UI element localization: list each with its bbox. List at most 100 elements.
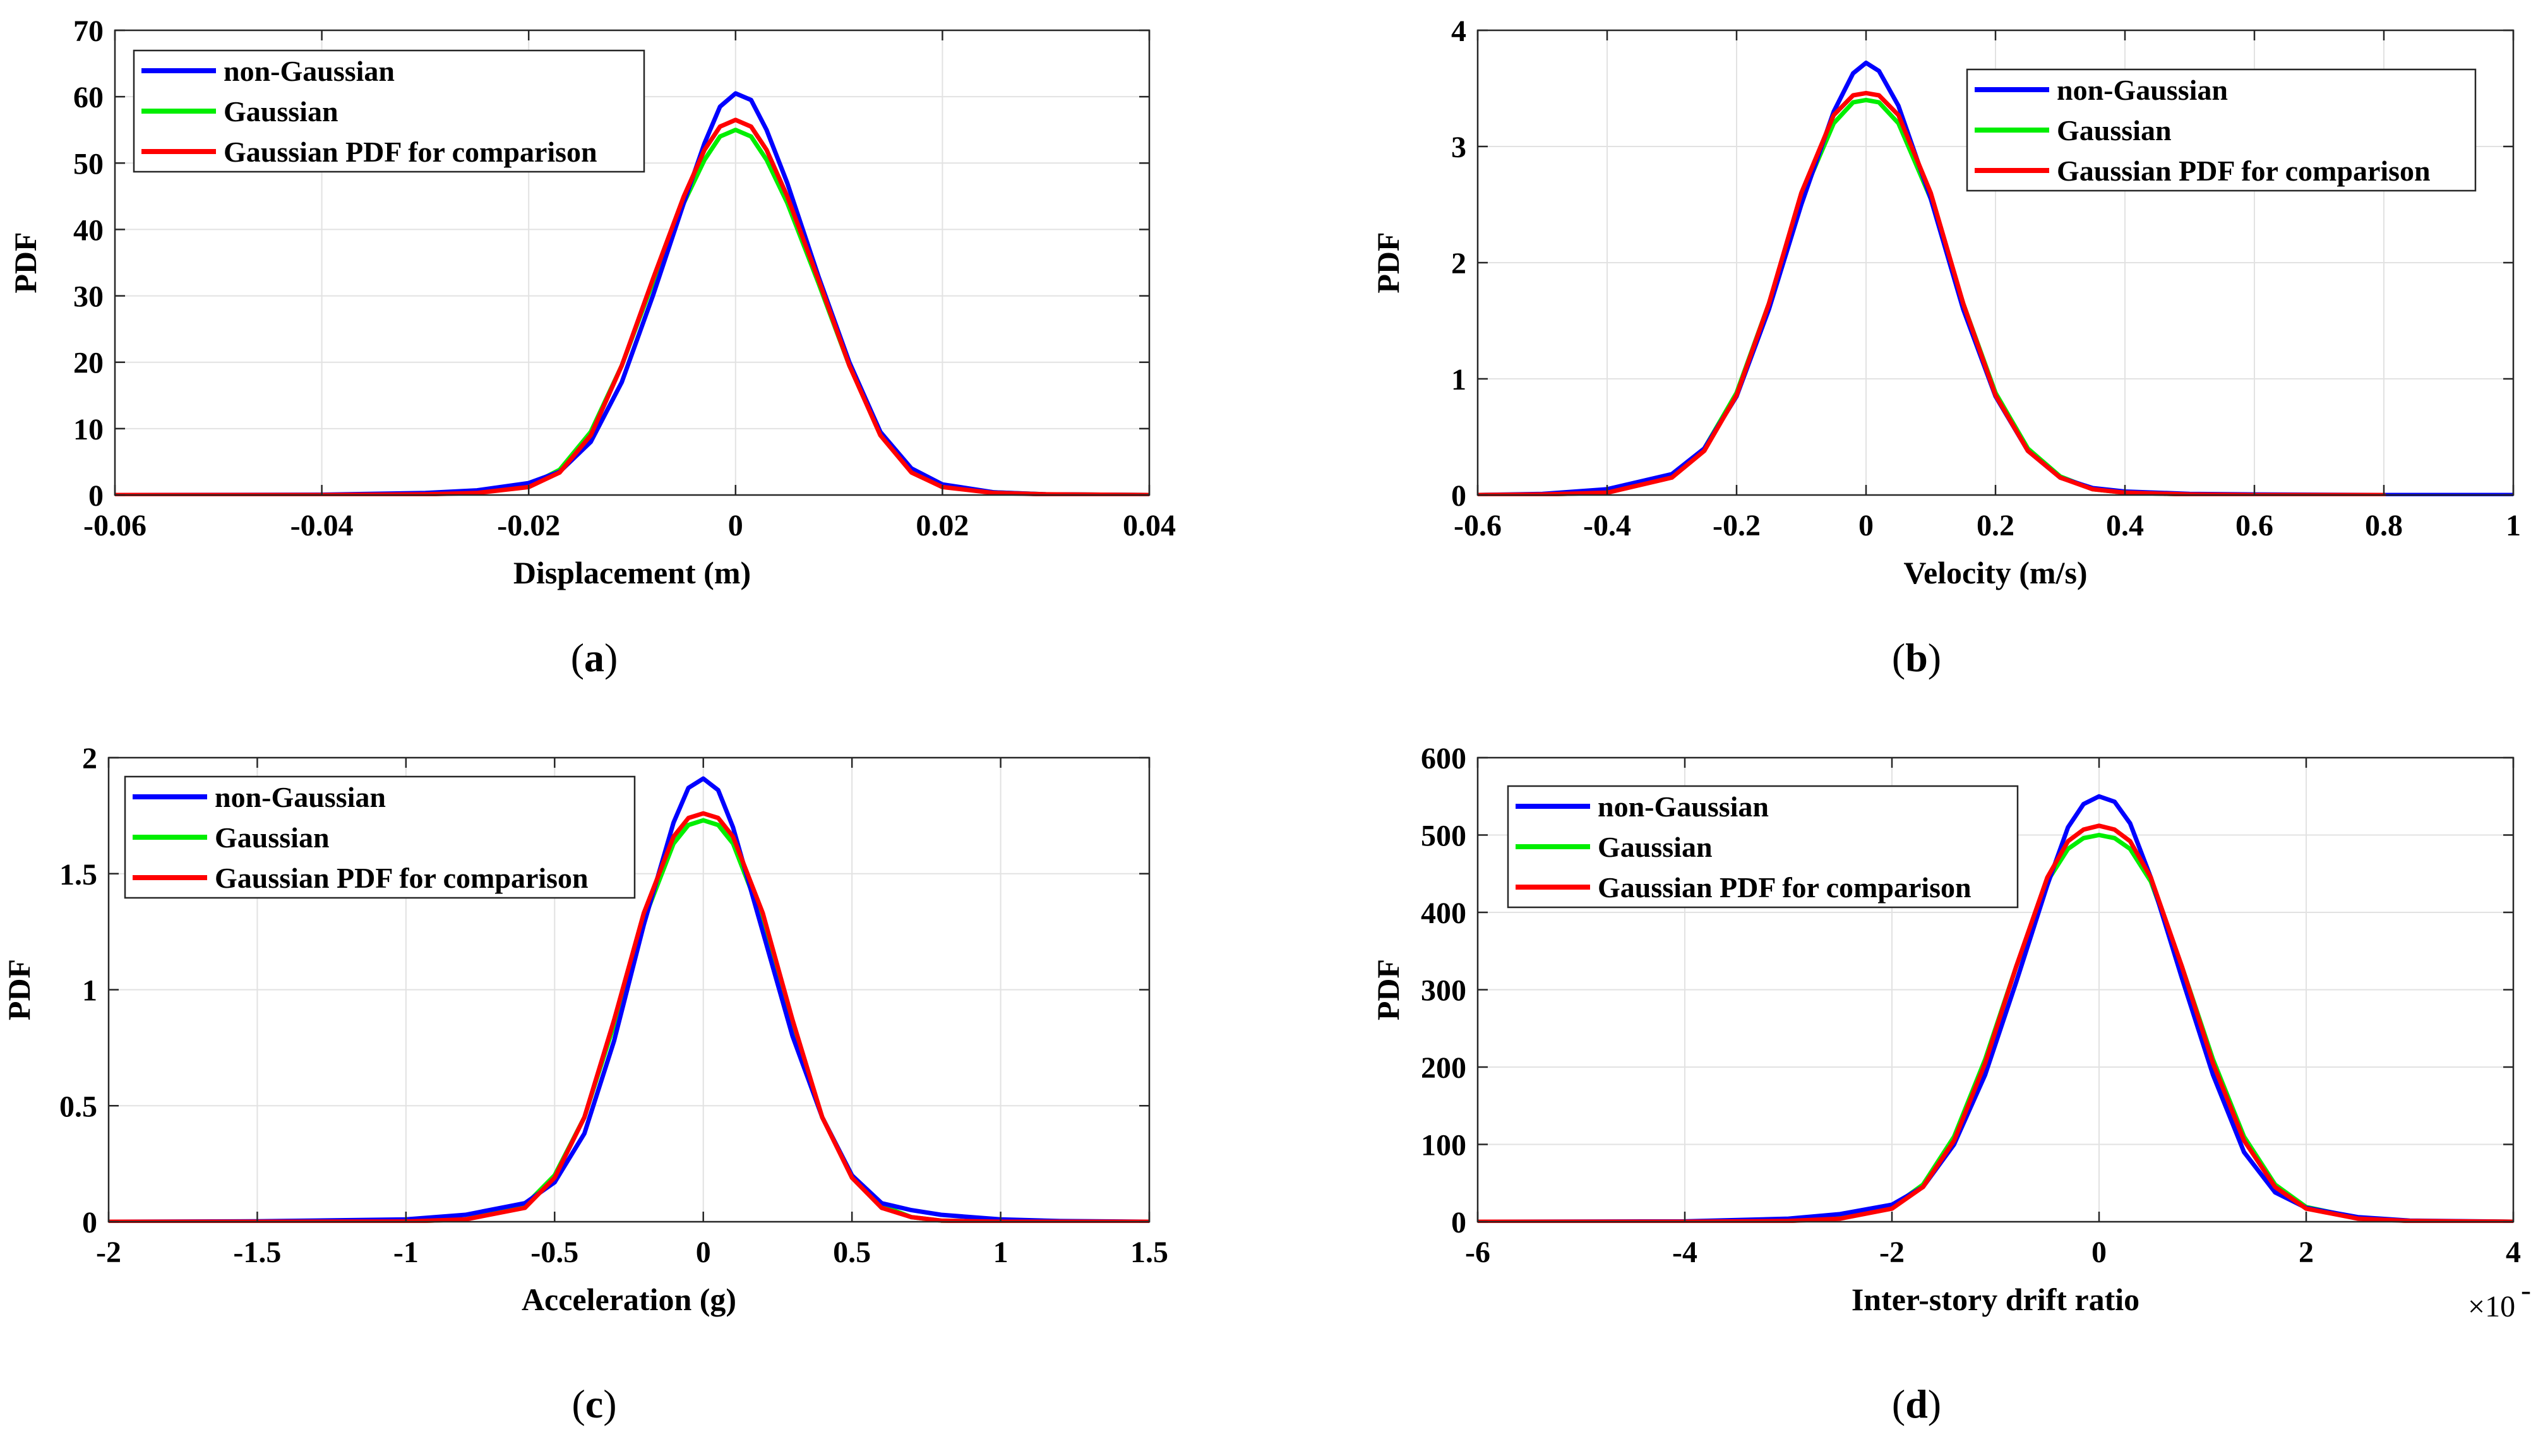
chart-d: -6 -4 -2 0 2 4 0 100 200 300 400 500 600 Inter-story … [1370, 742, 2531, 1426]
y-axis-label: PDF [8, 232, 43, 293]
y-tick-label: 600 [1421, 742, 1466, 775]
x-tick-label: 0 [696, 1236, 711, 1269]
y-tick-label: 4 [1451, 15, 1466, 48]
y-tick-label: 10 [73, 413, 104, 446]
x-tick-label: 0.2 [1977, 509, 2014, 542]
x-tick-label: -0.04 [290, 509, 354, 542]
y-tick-label: 0 [1451, 1206, 1466, 1239]
series-line-gaussian-pdf-for-comparison [1478, 90, 2386, 496]
series-line-non-gaussian [1478, 794, 2513, 1223]
x-axis-label: Displacement (m) [513, 555, 751, 590]
x-tick-label: 0.4 [2106, 509, 2144, 542]
series-line-non-gaussian [109, 776, 1149, 1223]
y-tick-label: 2 [82, 742, 97, 775]
x-tick-label: 0.8 [2365, 509, 2403, 542]
x-tick-label: -0.02 [497, 509, 560, 542]
panel-caption: (a) [571, 635, 618, 680]
y-tick-label: 0 [88, 479, 104, 513]
legend-label: non-Gaussian [1598, 791, 1769, 823]
chart-b: -0.6 -0.4 -0.2 0 0.2 0.4 0.6 0.8 1 0 1 2 3 4 Velocity … [1370, 15, 2521, 680]
legend-label: Gaussian [2057, 114, 2172, 146]
chart-c: -2 -1.5 -1 -0.5 0 0.5 1 1.5 0 0.5 1 1.5 2 Acceleratio… [1, 742, 1168, 1426]
x-tick-label: -1.5 [233, 1236, 281, 1269]
legend: non-Gaussian Gaussian Gaussian PDF for com… [124, 775, 636, 899]
legend-label: Gaussian PDF for comparison [224, 136, 597, 168]
x-tick-label: -6 [1465, 1236, 1490, 1269]
x-tick-label: -0.06 [83, 509, 147, 542]
series-line-gaussian-pdf-for-comparison [1478, 823, 2513, 1223]
legend: non-Gaussian Gaussian Gaussian PDF for com… [133, 49, 645, 173]
x-tick-label: 0 [2091, 1236, 2107, 1269]
x-tick-label: 4 [2506, 1236, 2521, 1269]
y-tick-label: 100 [1421, 1129, 1466, 1162]
legend-label: non-Gaussian [2057, 74, 2228, 106]
panel-caption: (d) [1892, 1381, 1941, 1426]
series-group [109, 776, 1149, 1223]
y-tick-label: 1.5 [59, 858, 97, 892]
y-tick-label: 0 [82, 1206, 97, 1239]
panel-caption: (c) [571, 1381, 616, 1426]
x-tick-label: 0.04 [1123, 509, 1176, 542]
x-multiplier: ×10 [2468, 1290, 2515, 1323]
series-group [115, 91, 1149, 496]
legend-label: Gaussian [224, 95, 338, 128]
x-tick-label: -2 [96, 1236, 121, 1269]
x-tick-label: -4 [1672, 1236, 1697, 1269]
x-axis-label: Inter-story drift ratio [1852, 1282, 2139, 1317]
y-tick-label: 1 [1451, 363, 1466, 397]
series-line-gaussian-pdf-for-comparison [109, 811, 1149, 1223]
y-tick-label: 30 [73, 280, 104, 314]
x-multiplier-exponent: -3 [2521, 1274, 2531, 1307]
legend-label: Gaussian [1598, 831, 1713, 863]
legend-label: Gaussian PDF for comparison [1598, 871, 1972, 904]
chart-a: -0.06 -0.04 -0.02 0 0.02 0.04 0 10 20 30 40 50 60 70 D… [8, 15, 1176, 680]
x-tick-label: 2 [2299, 1236, 2314, 1269]
x-tick-label: 0.02 [916, 509, 969, 542]
legend: non-Gaussian Gaussian Gaussian PDF for com… [1507, 785, 2019, 909]
legend: non-Gaussian Gaussian Gaussian PDF for com… [1966, 68, 2477, 192]
x-tick-label: 0 [728, 509, 743, 542]
y-tick-label: 3 [1451, 131, 1466, 164]
y-tick-label: 20 [73, 347, 104, 380]
y-tick-label: 1 [82, 974, 97, 1008]
y-tick-label: 40 [73, 213, 104, 247]
y-tick-label: 0 [1451, 479, 1466, 513]
legend-label: Gaussian [215, 821, 330, 854]
y-tick-label: 500 [1421, 820, 1466, 853]
panel-caption-letter: b [1905, 635, 1928, 680]
panel-caption-letter: d [1905, 1381, 1928, 1426]
x-tick-label: -0.5 [530, 1236, 578, 1269]
series-line-non-gaussian [115, 91, 1149, 496]
legend-box [133, 49, 645, 173]
x-tick-label: 1 [993, 1236, 1008, 1269]
y-tick-label: 300 [1421, 974, 1466, 1008]
legend-label: Gaussian PDF for comparison [2057, 155, 2431, 187]
x-tick-label: 0 [1858, 509, 1874, 542]
x-axis-label: Acceleration (g) [522, 1282, 736, 1317]
x-tick-label: 0.5 [833, 1236, 871, 1269]
legend-box [1966, 68, 2477, 192]
y-axis-label: PDF [1370, 232, 1406, 293]
x-tick-label: -0.6 [1454, 509, 1502, 542]
y-tick-label: 60 [73, 81, 104, 114]
y-tick-label: 2 [1451, 247, 1466, 280]
legend-label: non-Gaussian [215, 781, 386, 813]
x-tick-label: 1.5 [1130, 1236, 1168, 1269]
axes-box [114, 29, 1151, 496]
x-tick-label: 0.6 [2235, 509, 2273, 542]
panel-caption-letter: c [585, 1381, 603, 1426]
y-axis-label: PDF [1, 959, 37, 1020]
y-tick-label: 200 [1421, 1051, 1466, 1085]
y-tick-label: 70 [73, 15, 104, 48]
series-line-gaussian-pdf-for-comparison [115, 117, 1149, 496]
series-group [1478, 794, 2513, 1223]
y-tick-label: 50 [73, 147, 104, 181]
legend-label: non-Gaussian [224, 55, 395, 87]
panel-caption: (b) [1892, 635, 1941, 680]
x-tick-label: -0.2 [1713, 509, 1761, 542]
y-tick-label: 400 [1421, 897, 1466, 930]
legend-box [1507, 785, 2019, 909]
x-axis-label: Velocity (m/s) [1903, 555, 2087, 590]
legend-label: Gaussian PDF for comparison [215, 862, 589, 894]
